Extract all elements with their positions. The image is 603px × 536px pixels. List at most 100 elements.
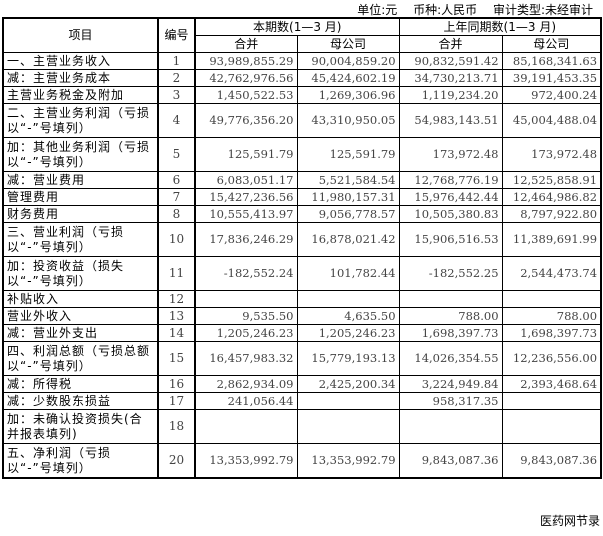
row-value: 1,269,306.96 (296, 86, 400, 104)
row-label: 加：其他业务利润（亏损以“-”号填列） (2, 137, 159, 172)
row-value: 15,906,516.53 (398, 222, 503, 257)
table-row: 一、主营业务收入 1 93,989,855.29 90,004,859.20 90,83… (2, 52, 602, 70)
table-row: 五、净利润（亏损以“-”号填列） 20 13,353,992.79 13,353,99… (2, 443, 602, 479)
row-no: 4 (157, 103, 196, 138)
row-value: 16,457,983.32 (194, 341, 298, 376)
row-label: 加：未确认投资损失(合并报表填列) (2, 409, 159, 444)
row-no: 3 (157, 86, 196, 104)
row-no: 14 (157, 324, 196, 342)
row-value: 45,004,488.04 (501, 103, 602, 138)
table-row: 减：营业费用 6 6,083,051.17 5,521,584.54 12,768,77… (2, 171, 602, 189)
row-value: 125,591.79 (296, 137, 400, 172)
currency-label: 币种:人民币 (413, 3, 478, 17)
row-value: 17,836,246.29 (194, 222, 298, 257)
table-row: 减：所得税 16 2,862,934.09 2,425,200.34 3,224,949… (2, 375, 602, 393)
row-value: 15,779,193.13 (296, 341, 400, 376)
header-item: 项目 (2, 17, 159, 53)
row-label: 四、利润总额（亏损总额以“-”号填列） (2, 341, 159, 376)
header-current: 本期数(1—3 月) (194, 17, 400, 36)
row-value: 9,056,778.57 (296, 205, 400, 223)
row-value: -182,552.24 (194, 256, 298, 291)
row-no: 10 (157, 222, 196, 257)
row-no: 5 (157, 137, 196, 172)
row-value: 5,521,584.54 (296, 171, 400, 189)
row-value: 49,776,356.20 (194, 103, 298, 138)
row-label: 财务费用 (2, 205, 159, 223)
row-value: 2,425,200.34 (296, 375, 400, 393)
row-value (501, 392, 602, 410)
row-value: 12,236,556.00 (501, 341, 602, 376)
table-row: 财务费用 8 10,555,413.97 9,056,778.57 10,505,380… (2, 205, 602, 223)
income-statement-table: 项目 编号 本期数(1—3 月) 上年同期数(1—3 月) 合并 母公司 合并 … (2, 17, 603, 479)
unit-label: 单位:元 (357, 3, 398, 17)
row-value: 15,427,236.56 (194, 188, 298, 206)
row-value: 9,843,087.36 (501, 443, 602, 479)
row-value: 54,983,143.51 (398, 103, 503, 138)
table-row: 四、利润总额（亏损总额以“-”号填列） 15 16,457,983.32 15,779… (2, 341, 602, 376)
table-row: 二、主营业务利润（亏损以“-”号填列） 4 49,776,356.20 43,310,… (2, 103, 602, 138)
row-label: 补贴收入 (2, 290, 159, 308)
row-value: 3,224,949.84 (398, 375, 503, 393)
source-note: 医药网节录 (539, 514, 600, 528)
row-value: 90,004,859.20 (296, 52, 400, 70)
row-value: 4,635.50 (296, 307, 400, 325)
row-value: 12,768,776.19 (398, 171, 503, 189)
row-value: 90,832,591.42 (398, 52, 503, 70)
row-no: 6 (157, 171, 196, 189)
header-previous-consolidated: 合并 (398, 35, 503, 53)
row-no: 16 (157, 375, 196, 393)
row-value: 14,026,354.55 (398, 341, 503, 376)
table-row: 减：营业外支出 14 1,205,246.23 1,205,246.23 1,698,3… (2, 324, 602, 342)
table-row: 管理费用 7 15,427,236.56 11,980,157.31 15,976,44… (2, 188, 602, 206)
row-value: 43,310,950.05 (296, 103, 400, 138)
table-row: 加：其他业务利润（亏损以“-”号填列） 5 125,591.79 125,591.79… (2, 137, 602, 172)
row-value: 101,782.44 (296, 256, 400, 291)
header-no: 编号 (157, 17, 196, 53)
row-label: 减：所得税 (2, 375, 159, 393)
row-value: 972,400.24 (501, 86, 602, 104)
header-current-consolidated: 合并 (194, 35, 298, 53)
header-current-parent: 母公司 (296, 35, 400, 53)
audit-type-label: 审计类型:未经审计 (492, 3, 593, 17)
row-value: 45,424,602.19 (296, 69, 400, 87)
row-value: 42,762,976.56 (194, 69, 298, 87)
row-value: 6,083,051.17 (194, 171, 298, 189)
table-row: 主营业务税金及附加 3 1,450,522.53 1,269,306.96 1,119,… (2, 86, 602, 104)
row-value: 2,393,468.64 (501, 375, 602, 393)
row-no: 8 (157, 205, 196, 223)
row-value: 9,535.50 (194, 307, 298, 325)
row-value: 1,205,246.23 (194, 324, 298, 342)
row-value (501, 409, 602, 444)
row-no: 17 (157, 392, 196, 410)
row-value (296, 392, 400, 410)
row-value: 958,317.35 (398, 392, 503, 410)
row-value: 173,972.48 (398, 137, 503, 172)
row-value: 1,119,234.20 (398, 86, 503, 104)
row-value: 12,525,858.91 (501, 171, 602, 189)
row-value (398, 409, 503, 444)
row-value (501, 290, 602, 308)
row-value: 13,353,992.79 (194, 443, 298, 479)
row-value: 10,555,413.97 (194, 205, 298, 223)
row-label: 减：少数股东损益 (2, 392, 159, 410)
table-row: 三、营业利润（亏损以“-”号填列） 10 17,836,246.29 16,878,0… (2, 222, 602, 257)
row-value (296, 290, 400, 308)
row-value: 1,698,397.73 (398, 324, 503, 342)
row-label: 营业外收入 (2, 307, 159, 325)
row-no: 7 (157, 188, 196, 206)
row-no: 11 (157, 256, 196, 291)
row-no: 20 (157, 443, 196, 479)
header-previous-parent: 母公司 (501, 35, 602, 53)
row-value: 39,191,453.35 (501, 69, 602, 87)
table-meta: 单位:元 币种:人民币 审计类型:未经审计 (345, 1, 593, 18)
row-label: 五、净利润（亏损以“-”号填列） (2, 443, 159, 479)
row-value: 1,450,522.53 (194, 86, 298, 104)
row-value: 13,353,992.79 (296, 443, 400, 479)
row-value: 173,972.48 (501, 137, 602, 172)
row-value: 93,989,855.29 (194, 52, 298, 70)
row-value: 2,544,473.74 (501, 256, 602, 291)
table-row: 加：未确认投资损失(合并报表填列) 18 (2, 409, 602, 444)
row-value (398, 290, 503, 308)
table-row: 减：主营业务成本 2 42,762,976.56 45,424,602.19 34,73… (2, 69, 602, 87)
row-label: 主营业务税金及附加 (2, 86, 159, 104)
